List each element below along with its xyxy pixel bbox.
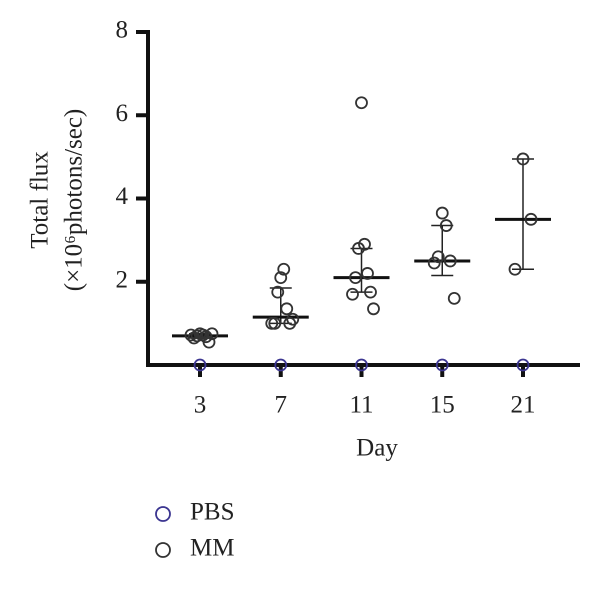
data-point <box>364 285 377 299</box>
data-point <box>361 267 374 280</box>
x-tick-label: 11 <box>349 392 373 419</box>
data-point <box>447 291 461 305</box>
x-tick-label: 7 <box>275 392 288 419</box>
data-point <box>508 262 522 276</box>
data-point <box>352 242 365 255</box>
data-point <box>274 358 288 372</box>
y-tick-label: 8 <box>116 17 129 44</box>
data-point <box>346 287 359 301</box>
y-tick-label: 6 <box>116 100 129 127</box>
data-point <box>349 271 362 284</box>
data-point <box>265 316 279 330</box>
data-point <box>355 96 368 110</box>
data-point <box>286 312 300 326</box>
data-point <box>516 358 530 372</box>
data-point <box>184 328 198 342</box>
data-point <box>439 219 453 232</box>
data-point <box>443 254 457 268</box>
x-tick-label: 15 <box>430 392 455 419</box>
data-point <box>355 358 368 372</box>
data-point <box>271 285 285 299</box>
data-point <box>435 358 449 372</box>
y-axis-label: Total flux <box>27 151 54 249</box>
x-tick-label: 3 <box>194 392 207 419</box>
legend-marker <box>155 542 171 558</box>
data-point <box>435 206 449 220</box>
data-point <box>277 262 291 276</box>
data-point <box>205 327 219 341</box>
data-point <box>427 256 441 270</box>
data-point <box>190 329 204 343</box>
data-point <box>274 271 288 284</box>
y-axis-label: (×10⁶photons/sec) <box>61 109 88 292</box>
x-axis-label: Day <box>356 435 398 462</box>
legend-label: PBS <box>190 499 234 526</box>
legend-label: MM <box>190 535 234 562</box>
data-point <box>280 302 294 316</box>
data-point <box>524 212 538 226</box>
legend-marker <box>155 506 171 522</box>
data-point <box>202 335 216 349</box>
data-point <box>431 250 445 264</box>
data-point <box>516 152 530 166</box>
data-point <box>187 331 201 345</box>
y-tick-label: 4 <box>116 183 129 210</box>
data-point <box>367 302 380 316</box>
y-tick-label: 2 <box>116 266 129 293</box>
x-tick-label: 21 <box>511 392 536 419</box>
data-point <box>193 358 207 372</box>
